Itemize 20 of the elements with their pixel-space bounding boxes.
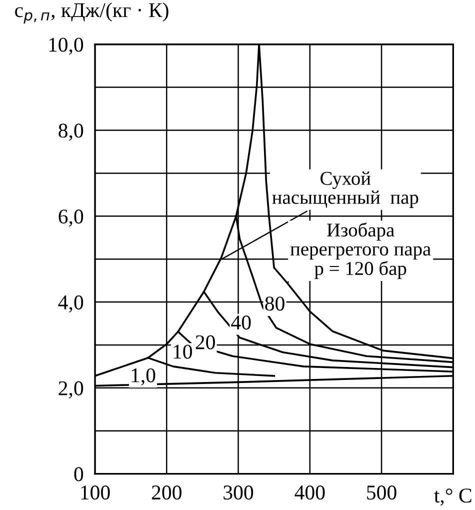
y-tick-label: 10,0 [49, 38, 84, 55]
x-tick-label: 400 [294, 486, 325, 500]
y-tick-label: 0 [74, 467, 84, 482]
y-tick-label: 2,0 [58, 381, 84, 398]
x-tick-label: 300 [224, 486, 254, 500]
y-tick-label: 6,0 [58, 210, 84, 227]
annotation: 80 [265, 296, 284, 311]
x-tick-label: 100 [81, 486, 110, 500]
x-tick-label: 200 [152, 486, 182, 500]
y-tick-label: 4,0 [58, 295, 84, 312]
annotation: 20 [196, 335, 215, 350]
y-tick-label: 8,0 [58, 124, 84, 141]
annotation: 40 [231, 316, 251, 330]
annotation: Изобара перегретого пара p = 120 бар [290, 222, 431, 279]
x-axis-title: t,° C [434, 488, 472, 506]
annotation: 10 [174, 344, 192, 359]
annotation: 1,0 [132, 368, 156, 386]
annotation: Сухой насыщенный пар [272, 171, 418, 208]
x-tick-label: 500 [367, 486, 396, 500]
y-axis-title: c$_{p,п}$, кДж/(кг · К) [15, 2, 168, 24]
